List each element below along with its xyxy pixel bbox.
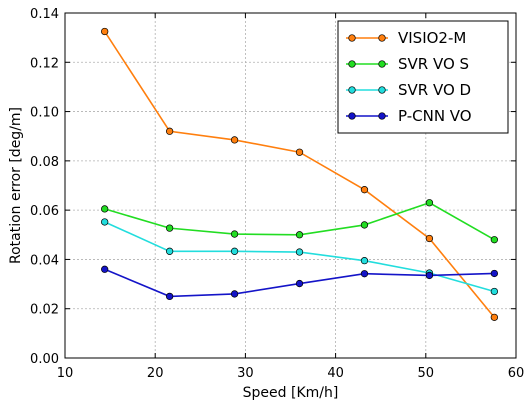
- series-svr-vo-s: [101, 199, 499, 244]
- series-lines: [101, 27, 499, 321]
- data-point: [360, 270, 369, 278]
- data-point: [360, 257, 369, 265]
- legend: VISIO2-M SVR VO S SVR VO D P-CNN VO: [337, 20, 509, 134]
- data-point: [295, 148, 304, 156]
- plot-frame: [64, 12, 517, 359]
- y-tick-label: 0.00: [30, 352, 59, 367]
- legend-marker: [378, 86, 386, 94]
- y-tick-label: 0.08: [30, 155, 59, 170]
- data-point: [101, 27, 109, 36]
- data-point: [425, 271, 434, 280]
- data-point: [425, 234, 434, 243]
- data-point: [360, 186, 369, 194]
- data-point: [101, 205, 109, 213]
- legend-marker: [348, 34, 356, 42]
- legend-item-p-cnn-vo: P-CNN VO: [346, 107, 472, 125]
- y-tick-label: 0.10: [30, 106, 59, 121]
- data-point: [490, 269, 499, 278]
- data-point: [165, 292, 174, 301]
- data-point: [165, 247, 174, 255]
- data-point: [490, 313, 499, 321]
- x-tick-label: 40: [327, 366, 344, 381]
- legend-label: SVR VO S: [398, 55, 469, 73]
- series-visio2-m: [101, 27, 499, 321]
- x-tick-labels: 10 20 30 40 50 60: [57, 366, 525, 381]
- y-tick-label: 0.14: [30, 7, 59, 22]
- data-point: [425, 199, 434, 207]
- y-tick-label: 0.12: [30, 56, 59, 71]
- data-point: [230, 136, 239, 144]
- legend-label: SVR VO D: [398, 81, 471, 99]
- data-point: [230, 230, 239, 238]
- y-tick-label: 0.02: [30, 303, 59, 318]
- y-tick-label: 0.04: [30, 253, 59, 268]
- legend-marker: [378, 112, 386, 120]
- data-point: [230, 290, 239, 298]
- legend-item-visio2-m: VISIO2-M: [346, 29, 466, 47]
- legend-marker: [378, 34, 386, 42]
- data-point: [295, 248, 304, 256]
- x-axis-label: Speed [Km/h]: [243, 385, 339, 401]
- legend-item-svr-vo-s: SVR VO S: [346, 55, 469, 73]
- y-tick-labels: 0.00 0.02 0.04 0.06 0.08 0.10 0.12 0.14: [30, 7, 59, 367]
- series-p-cnn-vo: [101, 265, 499, 301]
- legend-marker: [348, 60, 356, 68]
- x-tick-label: 60: [508, 366, 525, 381]
- data-point: [101, 265, 109, 273]
- data-point: [230, 247, 239, 255]
- x-tick-label: 10: [57, 366, 74, 381]
- x-tick-label: 20: [147, 366, 164, 381]
- y-axis-label: Rotation error [deg/m]: [8, 107, 24, 264]
- data-point: [490, 287, 499, 296]
- data-point: [165, 127, 174, 135]
- data-point: [295, 279, 304, 288]
- x-tick-label: 30: [237, 366, 254, 381]
- legend-label: VISIO2-M: [398, 29, 466, 47]
- data-point: [101, 218, 109, 226]
- y-tick-label: 0.06: [30, 204, 59, 219]
- legend-label: P-CNN VO: [398, 107, 472, 125]
- data-point: [165, 224, 174, 232]
- data-point: [295, 231, 304, 239]
- legend-marker: [348, 112, 356, 120]
- legend-marker: [348, 86, 356, 94]
- legend-box: [337, 20, 509, 134]
- data-point: [490, 236, 499, 244]
- legend-marker: [378, 60, 386, 68]
- legend-item-svr-vo-d: SVR VO D: [346, 81, 471, 99]
- x-tick-label: 50: [418, 366, 435, 381]
- data-point: [360, 221, 369, 229]
